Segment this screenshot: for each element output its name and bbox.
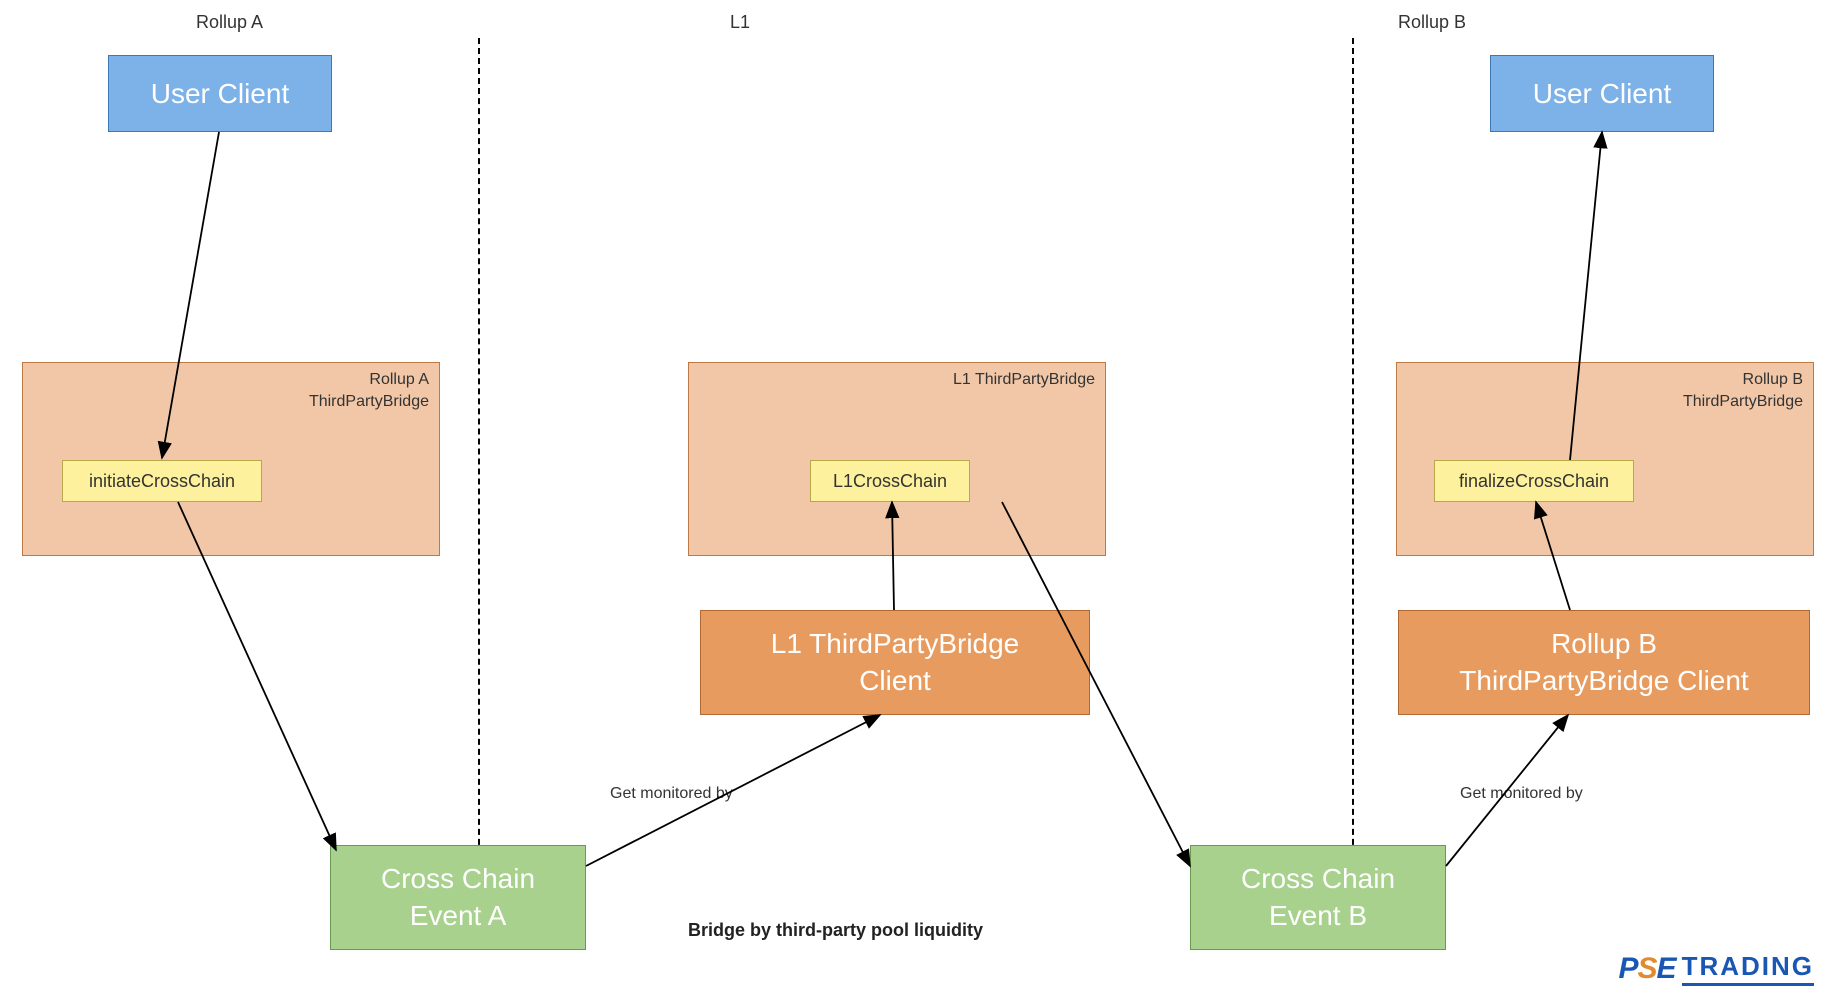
container-b-label: Rollup B ThirdPartyBridge [1683, 369, 1803, 412]
node-initiate-cross-chain: initiateCrossChain [62, 460, 262, 502]
header-l1: L1 [730, 12, 750, 33]
container-rollup-b-bridge: Rollup B ThirdPartyBridge [1396, 362, 1814, 556]
l1cross-label: L1CrossChain [833, 471, 947, 492]
diagram-caption: Bridge by third-party pool liquidity [688, 920, 983, 941]
container-l1-label: L1 ThirdPartyBridge [953, 369, 1095, 391]
node-user-client-b: User Client [1490, 55, 1714, 132]
container-rollup-a-bridge: Rollup A ThirdPartyBridge [22, 362, 440, 556]
divider-right [1352, 38, 1354, 905]
container-l1-bridge: L1 ThirdPartyBridge [688, 362, 1106, 556]
container-a-text: Rollup A ThirdPartyBridge [309, 371, 429, 410]
header-rollup-a: Rollup A [196, 12, 263, 33]
user-client-b-label: User Client [1533, 78, 1671, 110]
edge-label-monitored-a: Get monitored by [610, 785, 733, 803]
node-l1-client: L1 ThirdPartyBridge Client [700, 610, 1090, 715]
event-a-label: Cross Chain Event A [381, 861, 535, 934]
logo-trading: TRADING [1682, 951, 1814, 986]
logo-pse-trading: PSE TRADING [1619, 951, 1814, 986]
node-cross-chain-event-a: Cross Chain Event A [330, 845, 586, 950]
event-b-label: Cross Chain Event B [1241, 861, 1395, 934]
node-finalize-cross-chain: finalizeCrossChain [1434, 460, 1634, 502]
user-client-a-label: User Client [151, 78, 289, 110]
node-cross-chain-event-b: Cross Chain Event B [1190, 845, 1446, 950]
divider-left [478, 38, 480, 905]
edge-label-monitored-b: Get monitored by [1460, 785, 1583, 803]
rb-client-label: Rollup B ThirdPartyBridge Client [1459, 626, 1748, 699]
container-a-label: Rollup A ThirdPartyBridge [309, 369, 429, 412]
container-b-text: Rollup B ThirdPartyBridge [1683, 371, 1803, 410]
node-user-client-a: User Client [108, 55, 332, 132]
l1-client-label: L1 ThirdPartyBridge Client [771, 626, 1020, 699]
container-l1-text: L1 ThirdPartyBridge [953, 371, 1095, 388]
finalize-label: finalizeCrossChain [1459, 471, 1609, 492]
header-rollup-b: Rollup B [1398, 12, 1466, 33]
logo-pse: PSE [1619, 952, 1676, 986]
node-l1-cross-chain: L1CrossChain [810, 460, 970, 502]
node-rollup-b-client: Rollup B ThirdPartyBridge Client [1398, 610, 1810, 715]
initiate-label: initiateCrossChain [89, 471, 235, 492]
